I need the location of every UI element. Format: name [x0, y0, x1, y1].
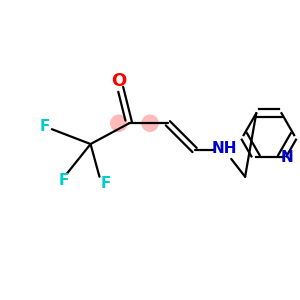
Text: F: F	[101, 176, 111, 191]
Text: F: F	[39, 119, 50, 134]
Text: F: F	[58, 173, 69, 188]
Text: NH: NH	[212, 141, 237, 156]
Circle shape	[142, 115, 158, 131]
Text: N: N	[280, 149, 293, 164]
Text: O: O	[111, 72, 126, 90]
Circle shape	[111, 115, 127, 131]
